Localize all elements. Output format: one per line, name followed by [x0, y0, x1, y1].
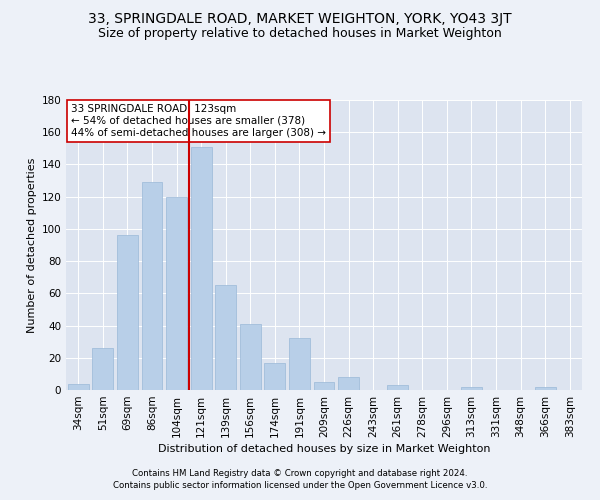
Text: 33, SPRINGDALE ROAD, MARKET WEIGHTON, YORK, YO43 3JT: 33, SPRINGDALE ROAD, MARKET WEIGHTON, YO… — [88, 12, 512, 26]
Bar — [117, 236, 138, 390]
Y-axis label: Number of detached properties: Number of detached properties — [27, 158, 37, 332]
Bar — [215, 286, 236, 390]
Bar — [191, 146, 212, 390]
Bar — [92, 348, 113, 390]
Text: 33 SPRINGDALE ROAD: 123sqm
← 54% of detached houses are smaller (378)
44% of sem: 33 SPRINGDALE ROAD: 123sqm ← 54% of deta… — [71, 104, 326, 138]
Text: Contains public sector information licensed under the Open Government Licence v3: Contains public sector information licen… — [113, 481, 487, 490]
Bar — [68, 384, 89, 390]
Bar — [535, 387, 556, 390]
Bar — [314, 382, 334, 390]
Bar — [461, 387, 482, 390]
X-axis label: Distribution of detached houses by size in Market Weighton: Distribution of detached houses by size … — [158, 444, 490, 454]
Bar — [289, 338, 310, 390]
Text: Size of property relative to detached houses in Market Weighton: Size of property relative to detached ho… — [98, 28, 502, 40]
Text: Contains HM Land Registry data © Crown copyright and database right 2024.: Contains HM Land Registry data © Crown c… — [132, 468, 468, 477]
Bar — [240, 324, 261, 390]
Bar — [166, 196, 187, 390]
Bar — [338, 377, 359, 390]
Bar — [387, 385, 408, 390]
Bar — [142, 182, 163, 390]
Bar — [265, 362, 286, 390]
